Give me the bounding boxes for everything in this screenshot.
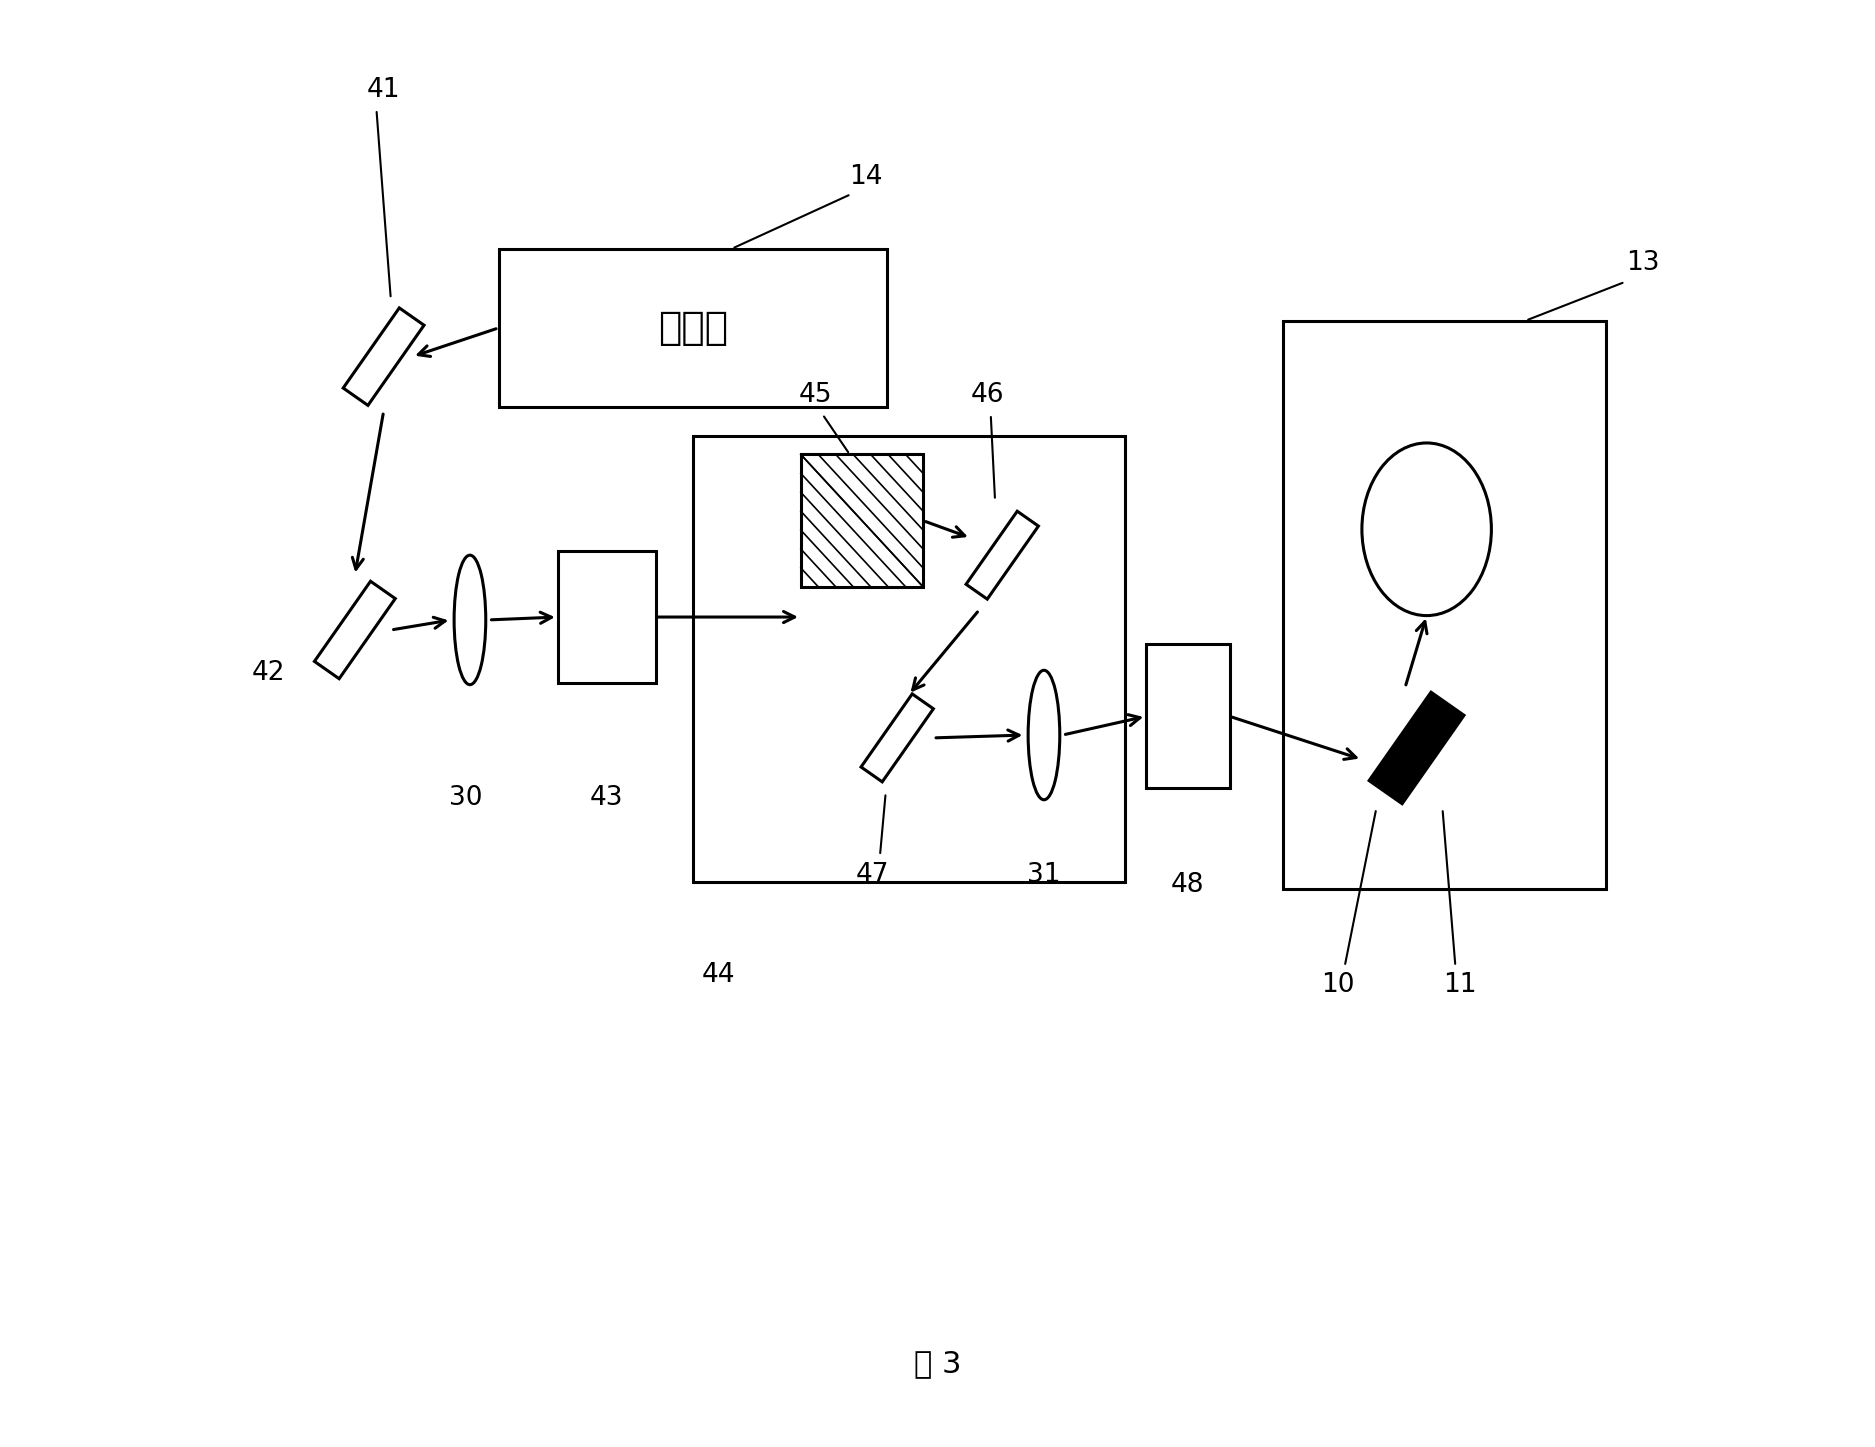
Ellipse shape [1361,443,1491,615]
Text: 43: 43 [591,786,622,812]
Bar [499,249,887,407]
Polygon shape [315,582,396,679]
Text: 30: 30 [448,786,482,812]
Text: 46: 46 [971,382,1005,408]
Ellipse shape [454,556,486,684]
Text: 45: 45 [799,382,832,408]
Text: 图 3: 图 3 [913,1349,962,1378]
Text: 31: 31 [1028,861,1061,887]
Bar [1282,321,1607,888]
Text: 42: 42 [251,660,285,686]
Text: 10: 10 [1320,972,1354,998]
Text: 13: 13 [1626,250,1659,276]
Bar [801,454,922,587]
Bar [694,436,1125,881]
Polygon shape [343,308,424,405]
Polygon shape [1369,692,1464,803]
Text: 41: 41 [368,78,401,104]
Polygon shape [861,695,934,781]
Text: 48: 48 [1172,871,1204,897]
Text: 激光器: 激光器 [658,308,728,347]
Bar [1146,644,1230,789]
Ellipse shape [1028,670,1059,800]
Text: 47: 47 [857,861,889,887]
Text: 11: 11 [1444,972,1476,998]
Polygon shape [966,511,1039,599]
Bar [557,551,656,683]
Text: 14: 14 [849,164,883,190]
Text: 44: 44 [701,962,735,988]
